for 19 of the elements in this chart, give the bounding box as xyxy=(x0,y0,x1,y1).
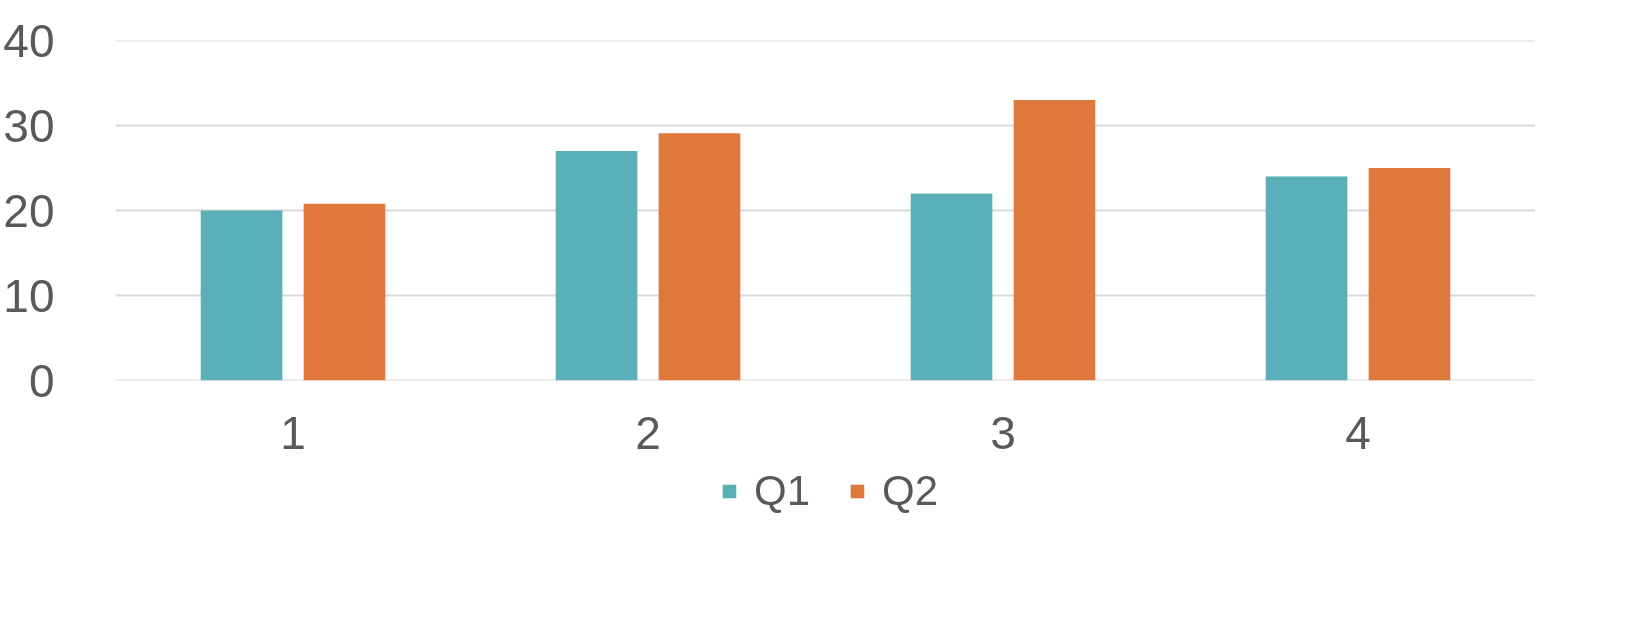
x-tick-label: 4 xyxy=(1345,406,1371,459)
legend-label: Q2 xyxy=(882,467,939,515)
bar xyxy=(658,133,741,381)
legend-label: Q1 xyxy=(753,467,810,515)
y-tick-label: 40 xyxy=(3,14,55,67)
bar xyxy=(1265,176,1348,381)
bar xyxy=(303,203,386,381)
x-tick-label: 3 xyxy=(990,406,1016,459)
bar xyxy=(1368,168,1451,381)
bar xyxy=(200,210,283,381)
x-tick-label: 2 xyxy=(635,406,661,459)
x-tick-label: 1 xyxy=(280,406,306,459)
bar xyxy=(1013,100,1096,381)
bar xyxy=(910,193,993,381)
y-tick-label: 20 xyxy=(3,184,55,237)
bar xyxy=(555,151,638,381)
y-tick-label: 0 xyxy=(28,354,55,407)
y-tick-label: 30 xyxy=(3,99,55,152)
y-tick-label: 10 xyxy=(3,269,55,322)
